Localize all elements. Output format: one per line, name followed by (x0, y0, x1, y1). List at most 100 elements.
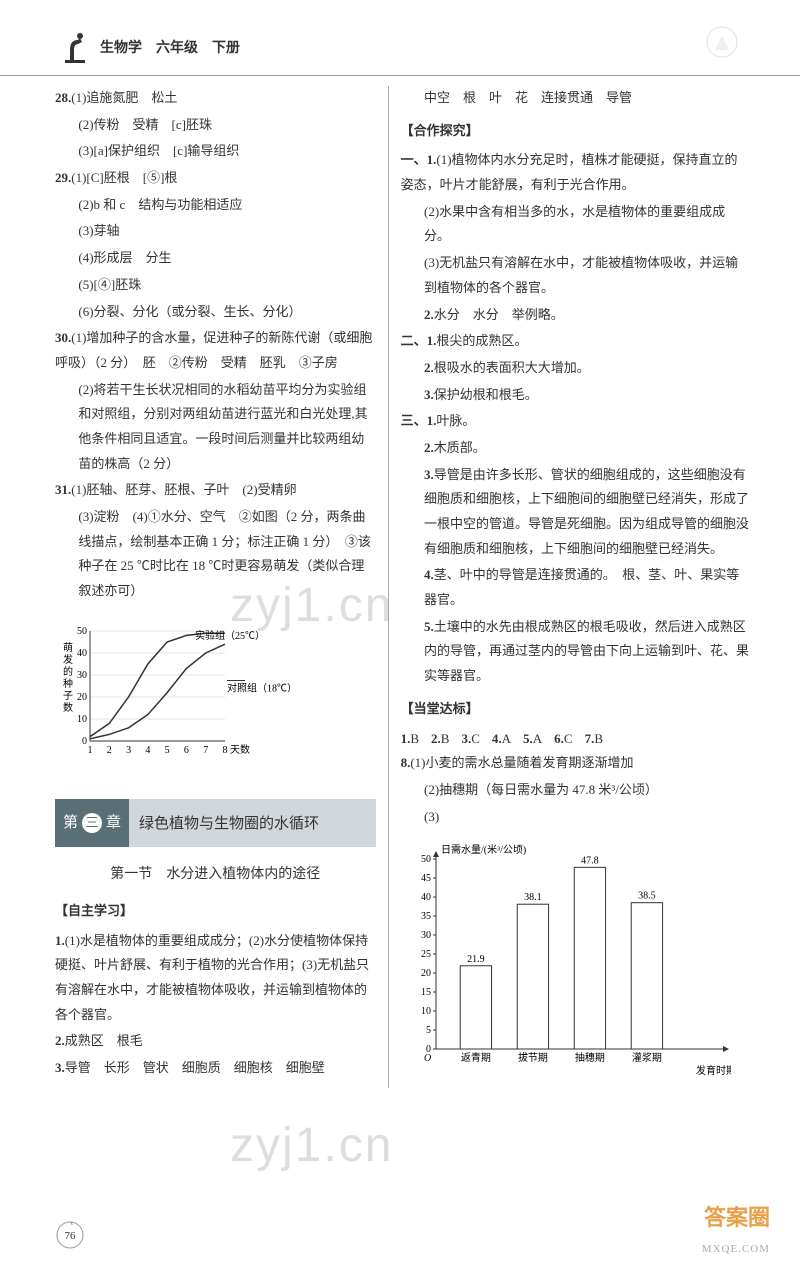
q29-2: (2)b 和 c 结构与功能相适应 (55, 193, 376, 218)
q28-2: (2)传粉 受精 [c]胚珠 (55, 113, 376, 138)
c3: 根尖的成熟区。 (436, 333, 527, 348)
c2-label: 2. (424, 307, 434, 322)
svg-text:4: 4 (145, 745, 150, 756)
svg-text:灌浆期: 灌浆期 (631, 1051, 661, 1064)
ss3-label: 3. (55, 1060, 65, 1075)
ss2-label: 2. (55, 1033, 65, 1048)
mc-answer: 4.A (492, 727, 511, 752)
decoration-icon (705, 25, 740, 60)
ss1-label: 1. (55, 933, 65, 948)
mc-answer: 3.C (461, 727, 479, 752)
c1-label: 一、1. (401, 152, 437, 167)
svg-text:0: 0 (82, 736, 87, 747)
svg-text:天数: 天数 (230, 743, 250, 756)
q29-3: (3)芽轴 (55, 219, 376, 244)
mc-answer: 7.B (585, 727, 603, 752)
ss1: (1)水是植物体的重要组成成分；(2)水分使植物体保持硬挺、叶片舒展、有利于植物… (55, 933, 369, 1022)
q29-6: (6)分裂、分化（或分裂、生长、分化） (55, 300, 376, 325)
dt-answers: 1.B2.B3.C4.A5.A6.C7.B (401, 727, 750, 752)
svg-text:20: 20 (77, 692, 87, 703)
svg-text:15: 15 (421, 987, 431, 998)
chapter-circle: 三 (82, 813, 102, 833)
q8-1: (1)小麦的需水总量随着发育期逐渐增加 (410, 755, 633, 770)
header-title: 生物学 六年级 下册 (100, 34, 240, 61)
svg-text:拔节期: 拔节期 (517, 1051, 547, 1064)
c6-label: 三、1. (401, 413, 437, 428)
q29-4: (4)形成层 分生 (55, 246, 376, 271)
q29-1: (1)[C]胚根 [⑤]根 (71, 170, 177, 185)
ss2: 成熟区 根毛 (65, 1033, 143, 1048)
svg-text:发育时期: 发育时期 (696, 1064, 731, 1077)
q28-label: 28. (55, 90, 71, 105)
dt-heading: 【当堂达标】 (401, 697, 750, 722)
svg-text:38.1: 38.1 (524, 892, 542, 903)
content: 28.(1)追施氮肥 松土 (2)传粉 受精 [c]胚珠 (3)[a]保护组织 … (0, 76, 800, 1088)
svg-text:50: 50 (77, 626, 87, 637)
c10: 土壤中的水先由根成熟区的根毛吸收，然后进入成熟区内的导管，再通过茎内的导管由下向… (424, 619, 749, 683)
svg-text:10: 10 (421, 1006, 431, 1017)
left-column: 28.(1)追施氮肥 松土 (2)传粉 受精 [c]胚珠 (3)[a]保护组织 … (55, 86, 389, 1088)
top-line: 中空 根 叶 花 连接贯通 导管 (401, 86, 750, 111)
c8-label: 3. (424, 467, 434, 482)
chapter-header: 第 三 章 绿色植物与生物圈的水循环 (55, 799, 376, 847)
chapter-number: 第 三 章 (55, 799, 129, 847)
c5-label: 3. (424, 387, 434, 402)
q8-3-label: (3) (401, 805, 750, 830)
svg-text:30: 30 (77, 670, 87, 681)
q8-label: 8. (401, 755, 411, 770)
svg-text:的: 的 (63, 665, 73, 678)
svg-text:日需水量/(米³/公顷): 日需水量/(米³/公顷) (441, 843, 526, 856)
c8: 导管是由许多长形、管状的细胞组成的，这些细胞没有细胞质和细胞核，上下细胞间的细胞… (424, 467, 749, 556)
svg-text:38.5: 38.5 (638, 891, 656, 902)
svg-text:21.9: 21.9 (467, 954, 485, 965)
c3-label: 二、1. (401, 333, 437, 348)
c7: 木质部。 (434, 440, 486, 455)
svg-text:35: 35 (421, 911, 431, 922)
svg-text:6: 6 (184, 745, 189, 756)
svg-text:种: 种 (63, 677, 73, 690)
c10-label: 5. (424, 619, 434, 634)
svg-text:抽穗期: 抽穗期 (574, 1051, 604, 1064)
coop-heading: 【合作探究】 (401, 119, 750, 144)
right-column: 中空 根 叶 花 连接贯通 导管 【合作探究】 一、1.(1)植物体内水分充足时… (389, 86, 750, 1088)
svg-text:实验组（25℃）: 实验组（25℃） (195, 629, 265, 642)
mc-answer: 2.B (431, 727, 449, 752)
page-header: 生物学 六年级 下册 (0, 0, 800, 76)
svg-text:发: 发 (63, 653, 73, 666)
svg-text:1: 1 (88, 745, 93, 756)
q29-5: (5)[④]胚珠 (55, 273, 376, 298)
ss3: 导管 长形 管状 细胞质 细胞核 细胞壁 (65, 1060, 325, 1075)
svg-text:45: 45 (421, 873, 431, 884)
svg-text:对照组（18℃）: 对照组（18℃） (227, 681, 297, 694)
svg-text:5: 5 (165, 745, 170, 756)
c1-2: (2)水果中含有相当多的水，水是植物体的重要组成成分。 (401, 200, 750, 249)
svg-text:2: 2 (107, 745, 112, 756)
q30-label: 30. (55, 330, 71, 345)
q30-1: (1)增加种子的含水量，促进种子的新陈代谢（或细胞呼吸）（2 分） 胚 ②传粉 … (55, 330, 372, 370)
q8-2: (2)抽穗期（每日需水量为 47.8 米³/公顷） (401, 778, 750, 803)
page-number: 76 (65, 1230, 77, 1242)
chapter-title: 绿色植物与生物圈的水循环 (129, 799, 376, 847)
svg-text:数: 数 (63, 701, 73, 714)
svg-text:5: 5 (426, 1025, 431, 1036)
svg-text:萌: 萌 (63, 641, 73, 654)
c1-3: (3)无机盐只有溶解在水中，才能被植物体吸收，并运输到植物体的各个器官。 (401, 251, 750, 300)
page-number-badge: 76 (55, 1220, 85, 1250)
q28-3: (3)[a]保护组织 [c]输导组织 (55, 139, 376, 164)
c9-label: 4. (424, 567, 434, 582)
q28-1: (1)追施氮肥 松土 (71, 90, 177, 105)
c5: 保护幼根和根毛。 (434, 387, 538, 402)
footer-brand: 答案圈 MXQE.COM (702, 1197, 770, 1260)
q31-1: (1)胚轴、胚芽、胚根、子叶 (2)受精卵 (71, 482, 296, 497)
svg-text:10: 10 (77, 714, 87, 725)
svg-text:50: 50 (421, 854, 431, 865)
microscope-icon (60, 30, 90, 65)
mc-answer: 6.C (554, 727, 572, 752)
footer-brand-name: 答案圈 (702, 1197, 770, 1239)
watermark: zyj1.cn (230, 1100, 393, 1191)
svg-text:O: O (424, 1053, 431, 1064)
mc-answer: 5.A (523, 727, 542, 752)
c2: 水分 水分 举例略。 (434, 307, 564, 322)
svg-text:25: 25 (421, 949, 431, 960)
svg-text:3: 3 (126, 745, 131, 756)
